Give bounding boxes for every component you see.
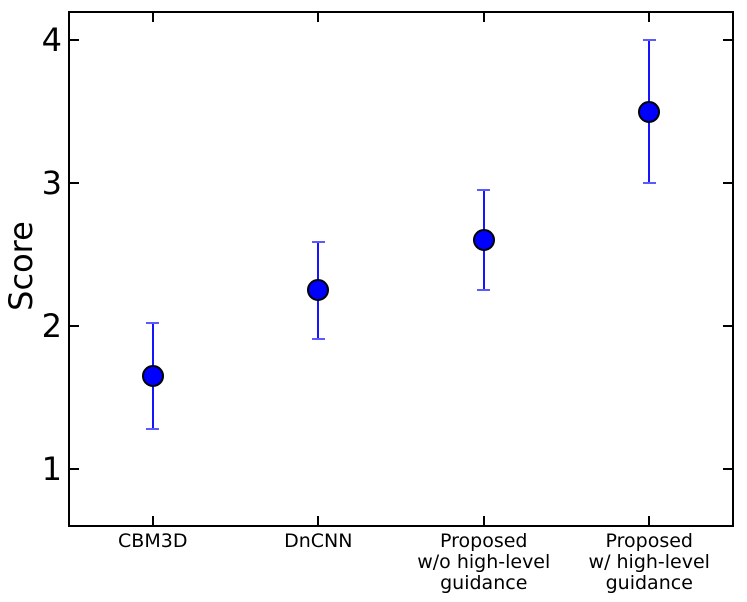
y-tick-left: [70, 39, 79, 42]
error-bar-cap-bottom: [146, 428, 160, 431]
y-tick-right: [723, 182, 732, 185]
error-bar-cap-top: [311, 240, 325, 243]
x-tick-label-line: Proposed: [605, 530, 693, 552]
x-tick-label-line: DnCNN: [284, 530, 353, 552]
plot-area: [68, 11, 734, 527]
y-tick-left: [70, 468, 79, 471]
x-tick-top: [648, 13, 651, 22]
data-point: [307, 279, 330, 302]
data-point: [141, 365, 164, 388]
y-tick-label: 3: [41, 164, 62, 203]
x-tick-top: [317, 13, 320, 22]
x-tick-bottom: [482, 516, 485, 525]
x-tick-bottom: [151, 516, 154, 525]
error-bar-cap-top: [477, 189, 491, 192]
error-bar-cap-top: [642, 39, 656, 42]
y-tick-label: 4: [41, 21, 62, 60]
y-tick-right: [723, 325, 732, 328]
y-tick-label: 1: [41, 450, 62, 489]
y-tick-label: 2: [41, 307, 62, 346]
data-point: [472, 229, 495, 252]
data-point: [638, 100, 661, 123]
x-tick-label: Proposed w/ high-level guidance: [589, 531, 710, 594]
y-tick-labels: 1 2 3 4: [0, 0, 62, 602]
y-tick-right: [723, 468, 732, 471]
y-tick-left: [70, 325, 79, 328]
error-bar-cap-top: [146, 322, 160, 325]
x-tick-label-line: guidance: [440, 572, 528, 594]
x-tick-top: [482, 13, 485, 22]
x-tick-bottom: [317, 516, 320, 525]
x-tick-top: [151, 13, 154, 22]
x-tick-label-line: w/ high-level: [588, 551, 710, 573]
x-tick-label: DnCNN: [284, 531, 352, 552]
error-bar-cap-bottom: [311, 338, 325, 341]
x-tick-label-line: w/o high-level: [417, 551, 551, 573]
x-tick-labels: CBM3D DnCNN Proposed w/o high-level guidance…: [0, 531, 747, 601]
x-tick-label: CBM3D: [118, 531, 187, 552]
y-tick-right: [723, 39, 732, 42]
error-bar-cap-bottom: [642, 182, 656, 185]
x-tick-label: Proposed w/o high-level guidance: [417, 531, 550, 594]
y-tick-left: [70, 182, 79, 185]
error-bar-cap-bottom: [477, 289, 491, 292]
x-tick-label-line: guidance: [605, 572, 693, 594]
x-tick-label-line: Proposed: [440, 530, 528, 552]
x-tick-label-line: CBM3D: [118, 530, 188, 552]
x-tick-bottom: [648, 516, 651, 525]
